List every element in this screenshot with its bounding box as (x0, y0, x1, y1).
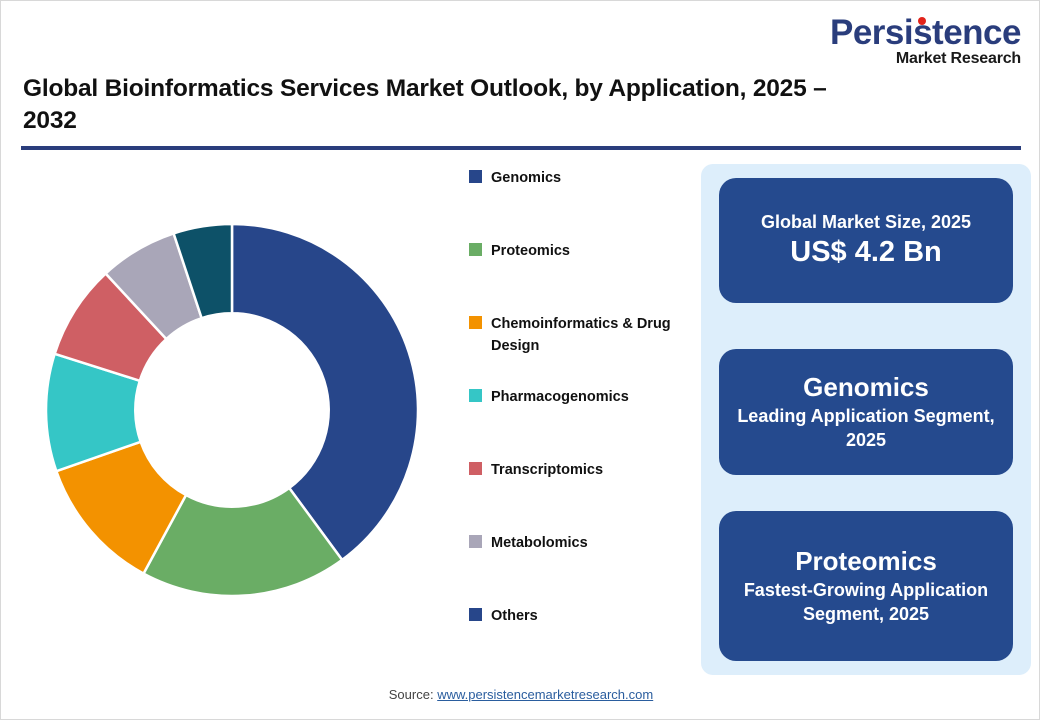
callout-label: Global Market Size, 2025 (760, 211, 972, 232)
legend-label: Metabolomics (491, 535, 588, 551)
callout-description: Fastest-Growing Application Segment, 202… (743, 580, 989, 624)
donut-slice-group (44, 222, 420, 598)
callout-description: Leading Application Segment, 2025 (737, 406, 995, 450)
legend-swatch-icon (469, 316, 482, 329)
brand-logo: Persistence Market Research (830, 15, 1022, 67)
legend-label: Chemoinformatics & Drug Design (491, 316, 671, 355)
source-prefix: Source: (388, 687, 438, 702)
legend-label: Pharmacogenomics (491, 389, 629, 405)
legend-swatch-icon (469, 535, 482, 548)
logo-tagline: Market Research (895, 50, 1021, 67)
legend-label: Others (491, 608, 538, 624)
logo-dot-icon (917, 17, 926, 25)
legend-label: Genomics (491, 170, 562, 186)
legend-swatch-icon (469, 243, 482, 256)
legend-label: Transcriptomics (491, 462, 604, 478)
source-link[interactable]: www.persistencemarketresearch.com (437, 687, 654, 702)
chart-legend: Genomics Proteomics Chemoinformatics & D… (469, 167, 694, 678)
callout-fastest-growing-segment: Proteomics Fastest-Growing Application S… (719, 511, 1013, 661)
callout-heading: Proteomics (795, 546, 937, 577)
legend-item-genomics: Genomics (469, 167, 694, 240)
title-divider (21, 146, 1021, 150)
page-title: Global Bioinformatics Services Market Ou… (23, 75, 827, 135)
legend-item-transcriptomics: Transcriptomics (469, 459, 694, 532)
donut-slice (230, 222, 420, 562)
donut-chart-svg (44, 222, 420, 598)
legend-swatch-icon (469, 170, 482, 183)
legend-item-chemoinformatics-drug-design: Chemoinformatics & Drug Design (469, 313, 694, 386)
donut-slice (141, 486, 344, 598)
logo-wordmark: Persistence (830, 15, 1022, 50)
legend-swatch-icon (469, 389, 482, 402)
callout-value: US$ 4.2 Bn (790, 236, 942, 269)
callout-market-size: Global Market Size, 2025 US$ 4.2 Bn (719, 178, 1013, 303)
source-footer: Source: www.persistencemarketresearch.co… (1, 687, 1040, 702)
highlights-panel: Global Market Size, 2025 US$ 4.2 Bn Geno… (701, 164, 1031, 675)
callout-heading: Genomics (803, 372, 929, 403)
legend-swatch-icon (469, 608, 482, 621)
legend-swatch-icon (469, 462, 482, 475)
legend-label: Proteomics (491, 243, 570, 259)
legend-item-metabolomics: Metabolomics (469, 532, 694, 605)
legend-item-others: Others (469, 605, 694, 678)
legend-item-proteomics: Proteomics (469, 240, 694, 313)
callout-leading-segment: Genomics Leading Application Segment, 20… (719, 349, 1013, 475)
donut-slice (172, 222, 234, 320)
legend-item-pharmacogenomics: Pharmacogenomics (469, 386, 694, 459)
donut-chart (31, 191, 451, 631)
